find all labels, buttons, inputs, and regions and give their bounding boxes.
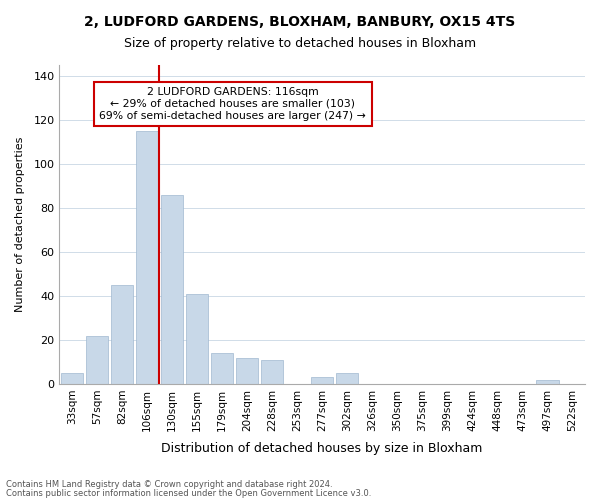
Text: 2 LUDFORD GARDENS: 116sqm
← 29% of detached houses are smaller (103)
69% of semi: 2 LUDFORD GARDENS: 116sqm ← 29% of detac… bbox=[100, 88, 366, 120]
Bar bbox=[110, 285, 133, 384]
Bar bbox=[236, 358, 259, 384]
Bar bbox=[136, 131, 158, 384]
Bar bbox=[61, 373, 83, 384]
Bar bbox=[161, 195, 183, 384]
Bar bbox=[261, 360, 283, 384]
Y-axis label: Number of detached properties: Number of detached properties bbox=[15, 137, 25, 312]
Text: Contains HM Land Registry data © Crown copyright and database right 2024.: Contains HM Land Registry data © Crown c… bbox=[6, 480, 332, 489]
Text: Contains public sector information licensed under the Open Government Licence v3: Contains public sector information licen… bbox=[6, 488, 371, 498]
Bar bbox=[211, 353, 233, 384]
Bar bbox=[336, 373, 358, 384]
Text: Size of property relative to detached houses in Bloxham: Size of property relative to detached ho… bbox=[124, 38, 476, 51]
Bar bbox=[186, 294, 208, 384]
X-axis label: Distribution of detached houses by size in Bloxham: Distribution of detached houses by size … bbox=[161, 442, 483, 455]
Text: 2, LUDFORD GARDENS, BLOXHAM, BANBURY, OX15 4TS: 2, LUDFORD GARDENS, BLOXHAM, BANBURY, OX… bbox=[85, 15, 515, 29]
Bar bbox=[536, 380, 559, 384]
Bar bbox=[86, 336, 108, 384]
Bar bbox=[311, 378, 334, 384]
